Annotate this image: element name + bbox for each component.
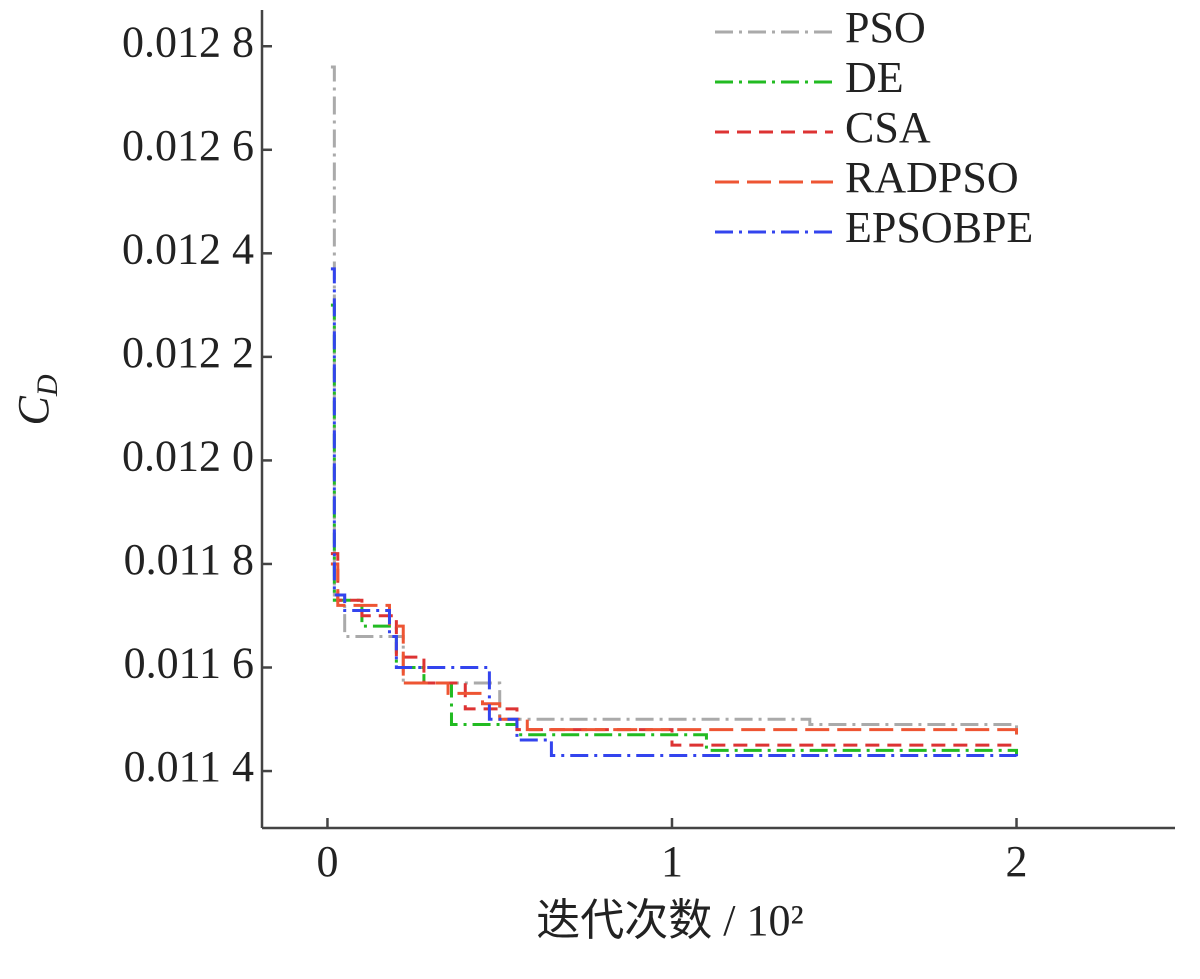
legend-label: CSA xyxy=(845,103,931,152)
y-tick-label: 0.012 0 xyxy=(122,432,254,481)
x-tick-label: 0 xyxy=(316,837,338,886)
y-axis-label-sub: D xyxy=(31,374,64,397)
series-line xyxy=(330,65,1019,735)
y-tick-label: 0.011 4 xyxy=(124,742,254,791)
y-tick-label: 0.011 8 xyxy=(124,535,254,584)
x-axis-label: 迭代次数 / 10² xyxy=(536,896,803,945)
y-tick-label: 0.012 6 xyxy=(122,121,254,170)
legend-label: RADPSO xyxy=(845,153,1019,202)
y-axis-label: CD xyxy=(9,374,64,425)
x-tick-label: 2 xyxy=(1006,837,1028,886)
series-line xyxy=(330,267,1019,761)
series-line xyxy=(330,562,1019,740)
legend-label: DE xyxy=(845,53,904,102)
y-tick-label: 0.012 4 xyxy=(122,224,254,273)
x-tick-label: 1 xyxy=(661,837,683,886)
series-line xyxy=(330,303,1019,756)
legend-label: PSO xyxy=(845,3,926,52)
y-tick-label: 0.012 2 xyxy=(122,328,254,377)
y-tick-label: 0.012 8 xyxy=(122,17,254,66)
legend-label: EPSOBPE xyxy=(845,203,1033,252)
series-line xyxy=(330,552,1017,747)
y-axis-label-main: C xyxy=(9,396,58,426)
y-tick-label: 0.011 6 xyxy=(124,639,254,688)
